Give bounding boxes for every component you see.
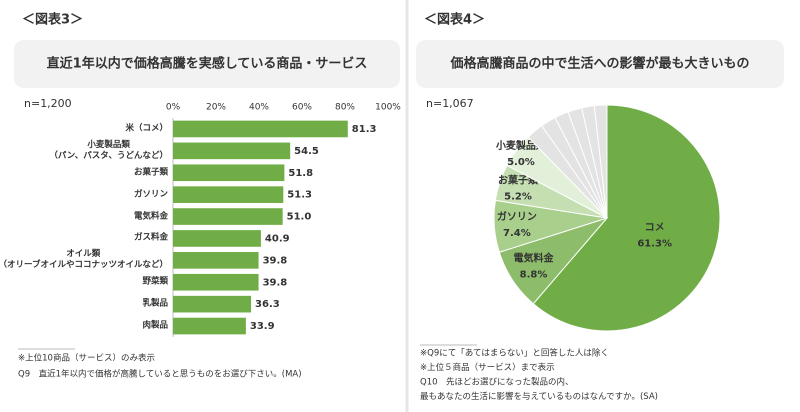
pie-slice (593, 104, 608, 219)
note: 最もあなたの生活に影響を与えているものはなんですか。(SA) (420, 391, 658, 402)
value-label: 54.5 (294, 146, 319, 157)
y-tick-label: 肉製品 (142, 320, 168, 331)
x-tick-label: 60% (292, 103, 312, 113)
slice-label: ガソリン (497, 210, 537, 223)
figure-label: ＜図表3＞ (22, 12, 83, 28)
value-label: 8.8% (520, 270, 548, 281)
value-label: 5.0% (507, 157, 535, 168)
y-tick-label: 乳製品 (142, 298, 168, 309)
note: Q9 直近1年以内で価格が高騰していると思うものをお選び下さい。(MA) (18, 369, 302, 380)
bar (173, 252, 259, 269)
value-label: 51.0 (287, 212, 312, 223)
note: ※Q9にて「あてはまらない」と回答した人は除く (420, 348, 609, 359)
y-tick-label: 野菜類 (142, 276, 168, 287)
y-tick-label: お菓子類 (133, 167, 168, 178)
x-tick-label: 20% (206, 103, 226, 113)
bar (173, 295, 252, 313)
pie-slice (532, 104, 721, 332)
note: ※上位10商品（サービス）のみ表示 (18, 353, 155, 364)
x-tick-label: 0% (166, 103, 181, 113)
figure-label: ＜図表4＞ (424, 12, 485, 28)
sample-size: n=1,200 (24, 97, 72, 110)
bar (173, 208, 283, 225)
bar (173, 317, 246, 335)
value-label: 39.8 (263, 277, 288, 288)
bar (173, 164, 285, 182)
bar (173, 273, 259, 291)
title-box (14, 40, 400, 88)
y-tick-label: 小麦製品類 （パン、パスタ、うどんなど） (49, 139, 168, 161)
bar (173, 120, 348, 138)
bar (173, 230, 261, 247)
value-label: 51.8 (288, 168, 313, 179)
y-tick-label: 米（コメ） (125, 123, 168, 134)
note: ※上位５商品（サービス）まで表示 (420, 362, 555, 373)
sample-size: n=1,067 (426, 97, 474, 110)
title-box (416, 40, 784, 88)
value-label: 81.3 (352, 124, 377, 135)
note: Q10 先ほどお選びになった製品の内、 (420, 377, 574, 388)
value-label: 36.3 (255, 299, 280, 310)
x-tick-label: 100% (375, 103, 401, 113)
slice-label: 電気料金 (513, 252, 554, 265)
value-label: 40.9 (265, 233, 290, 244)
chart-title: 直近1年以内で価格高騰を実感している商品・サービス (47, 56, 368, 72)
y-tick-label: ガソリン (133, 189, 168, 200)
x-tick-label: 80% (335, 103, 355, 113)
chart-title: 価格高騰商品の中で生活への影響が最も大きいもの (449, 56, 749, 72)
y-tick-label: オイル類 （オリーブオイルやココナッツオイルなど） (0, 249, 168, 271)
slice-label: コメ (645, 222, 665, 234)
y-tick-label: ガス料金 (133, 232, 168, 243)
value-label: 61.3% (637, 239, 672, 250)
x-tick-label: 40% (249, 103, 269, 113)
value-label: 33.9 (250, 321, 275, 332)
bar (173, 142, 291, 160)
y-tick-label: 電気料金 (133, 211, 168, 222)
value-label: 5.2% (504, 191, 532, 202)
value-label: 39.8 (263, 255, 288, 266)
value-label: 7.4% (503, 228, 531, 239)
value-label: 51.3 (287, 190, 312, 201)
bar (173, 186, 284, 203)
